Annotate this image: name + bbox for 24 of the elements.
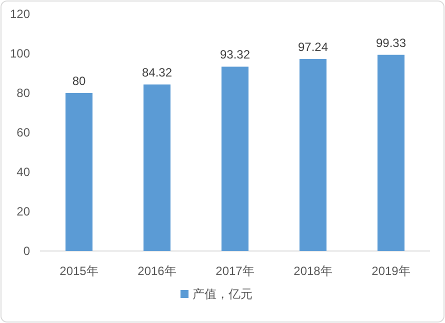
bar [300, 58, 326, 251]
y-tick-label: 60 [16, 126, 30, 140]
data-label: 99.33 [376, 36, 406, 50]
x-tick-label: 2016年 [138, 264, 176, 278]
y-tick-label: 0 [23, 244, 30, 258]
data-label: 93.32 [220, 48, 250, 62]
x-tick-label: 2017年 [216, 264, 254, 278]
y-tick-label: 80 [16, 86, 30, 100]
data-label: 84.32 [142, 65, 172, 80]
bar [222, 66, 248, 251]
bar [144, 84, 170, 251]
y-tick-label: 100 [10, 46, 30, 60]
x-tick-label: 2019年 [372, 264, 410, 278]
y-tick-label: 40 [16, 165, 30, 179]
bar [378, 54, 404, 251]
data-label: 97.24 [298, 40, 328, 54]
y-tick-label: 20 [16, 204, 30, 218]
data-label: 80 [72, 74, 86, 88]
legend-label: 产值，亿元 [192, 287, 252, 301]
legend: 产值，亿元 [180, 287, 252, 301]
x-tick-label: 2015年 [60, 264, 98, 278]
x-tick-label: 2018年 [294, 264, 332, 278]
y-tick-label: 120 [10, 7, 30, 21]
bar [66, 93, 92, 251]
